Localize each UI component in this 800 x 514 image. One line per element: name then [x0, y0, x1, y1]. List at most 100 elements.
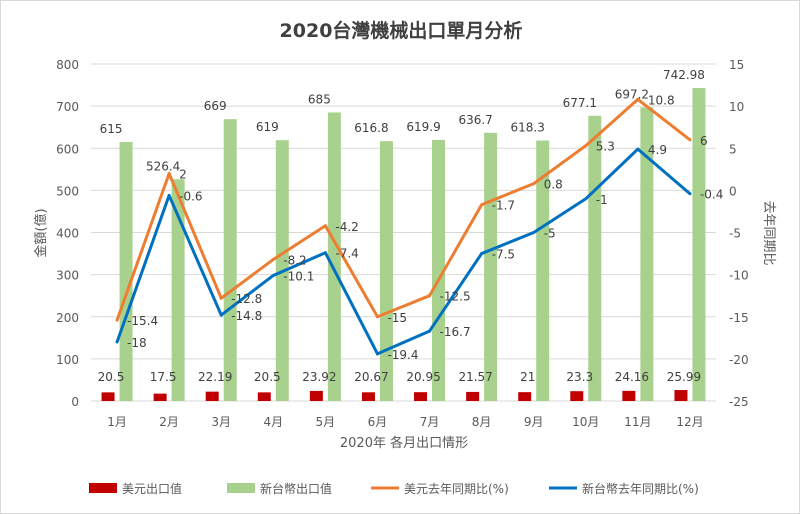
x-tick-label: 3月 [211, 415, 231, 429]
bar-data-label: 677.1 [563, 96, 597, 110]
y2-tick-label: -15 [729, 311, 749, 325]
line-data-label: -16.7 [440, 325, 471, 339]
line-data-label: -19.4 [387, 348, 418, 362]
bar-data-label: 23.92 [302, 370, 336, 384]
y2-tick-label: 10 [729, 100, 744, 114]
line-data-label: -12.8 [231, 292, 262, 306]
bar [257, 392, 271, 401]
bar [466, 391, 480, 401]
x-tick-label: 12月 [676, 415, 703, 429]
legend-label: 新台幣去年同期比(%) [582, 481, 699, 496]
legend-swatch [227, 483, 255, 493]
line-data-label: -1.7 [492, 199, 515, 213]
bar-data-label: 526.4 [146, 159, 180, 173]
bar-data-label: 21 [520, 370, 535, 384]
y-axis-title: 金額(億) [33, 208, 49, 257]
line-point [323, 224, 327, 228]
y-tick-label: 700 [56, 100, 79, 114]
bar-data-label: 20.95 [406, 370, 440, 384]
line-point [480, 252, 484, 256]
bar-data-label: 24.16 [615, 370, 649, 384]
y-tick-label: 600 [56, 142, 79, 156]
y2-tick-label: -10 [729, 269, 749, 283]
line-data-label: -15.4 [127, 314, 158, 328]
y2-tick-label: -25 [729, 395, 749, 409]
bar [692, 88, 706, 401]
line-point [428, 294, 432, 298]
y2-tick-label: 0 [729, 184, 737, 198]
line-point [323, 251, 327, 255]
bar-data-label: 25.99 [667, 370, 701, 384]
line-data-label: 4.9 [648, 143, 667, 157]
x-tick-label: 11月 [624, 415, 651, 429]
bar [484, 132, 498, 401]
line-point [375, 352, 379, 356]
legend-label: 美元去年同期比(%) [404, 482, 509, 496]
line-data-label: -14.8 [231, 309, 262, 323]
bar-data-label: 20.67 [354, 370, 388, 384]
line-data-label: -5 [544, 227, 556, 241]
line-point [636, 147, 640, 151]
y-tick-label: 100 [56, 353, 79, 367]
lines [115, 97, 692, 356]
bar-data-label: 615 [100, 122, 123, 136]
bar-data-label: 21.57 [458, 370, 492, 384]
data-labels: 20.5 17.5 22.19 20.5 23.92 20.67 20.95 21.57 21 2… [98, 68, 724, 384]
bar-data-label: 636.7 [458, 113, 492, 127]
line-point [428, 329, 432, 333]
legend-swatch [89, 483, 117, 493]
bar-data-label: 685 [308, 92, 331, 106]
line-point [219, 296, 223, 300]
bar-data-label: 619 [256, 120, 279, 134]
bar [101, 392, 115, 401]
line-point [219, 313, 223, 317]
bar [361, 392, 375, 401]
bar [414, 392, 428, 401]
bar [570, 391, 584, 401]
bar [536, 140, 550, 401]
line-point [375, 315, 379, 319]
line-data-label: -15 [387, 311, 407, 325]
y2-tick-label: -20 [729, 353, 749, 367]
bar [622, 390, 636, 401]
bar [518, 392, 532, 401]
x-tick-label: 4月 [263, 415, 283, 429]
y-tick-label: 200 [56, 311, 79, 325]
line-data-label: 5.3 [596, 140, 615, 154]
line-point [532, 231, 536, 234]
series-line [115, 147, 691, 356]
y2-axis-title: 去年同期比 [761, 200, 776, 265]
line-point [271, 273, 275, 277]
bar-data-label: 618.3 [511, 121, 545, 135]
y-tick-label: 400 [56, 227, 79, 241]
line-data-label: -12.5 [440, 290, 471, 304]
bar-data-label: 697.2 [615, 87, 649, 101]
y-tick-label: 500 [56, 184, 79, 198]
y-tick-label: 0 [71, 395, 79, 409]
legend-label: 新台幣出口值 [260, 481, 332, 496]
line-data-label: -0.6 [179, 189, 202, 203]
bar-data-label: 17.5 [150, 370, 177, 384]
bar [205, 391, 219, 401]
bar-data-label: 669 [204, 99, 227, 113]
bar-data-label: 742.98 [663, 68, 705, 82]
line-data-label: 0.8 [544, 178, 563, 192]
line-point [480, 203, 484, 207]
line-data-label: -18 [127, 336, 147, 350]
line-point [688, 192, 692, 196]
line-point [115, 318, 119, 322]
y2-tick-label: -5 [729, 227, 741, 241]
x-tick-label: 5月 [316, 415, 336, 429]
line-data-label: -7.5 [492, 248, 515, 262]
bar [379, 141, 393, 401]
y-tick-label: 800 [56, 58, 79, 72]
bar [153, 393, 167, 401]
series-line [115, 97, 691, 321]
legend-label: 美元出口值 [122, 481, 182, 496]
line-point [271, 257, 275, 261]
y2-tick-label: 5 [729, 142, 737, 156]
line-data-label: -7.4 [335, 247, 358, 261]
bar-data-label: 619.9 [406, 120, 440, 134]
line-point [584, 144, 588, 148]
